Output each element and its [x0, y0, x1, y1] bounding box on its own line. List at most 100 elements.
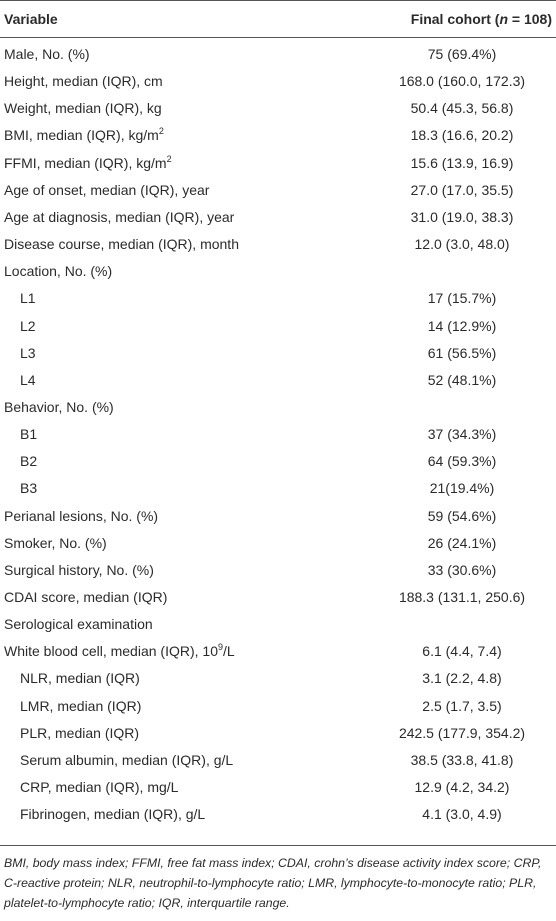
table-row: Surgical history, No. (%) 33 (30.6%): [0, 557, 556, 584]
row-label: CRP, median (IQR), mg/L: [20, 774, 178, 801]
row-label: Serum albumin, median (IQR), g/L: [20, 747, 233, 774]
label-part: L4: [20, 371, 36, 388]
label-part: L3: [20, 344, 36, 361]
row-value: 12.9 (4.2, 34.2): [414, 779, 510, 796]
table-row: CDAI score, median (IQR) 188.3 (131.1, 25…: [0, 584, 556, 611]
label-part: Serum albumin, median (IQR), g/L: [20, 751, 234, 768]
row-value: 188.3 (131.1, 250.6): [398, 589, 526, 605]
table-row: FFMI, median (IQR), kg/m2 15.6 (13.9, 16.…: [0, 150, 556, 177]
label-part: White blood cell, median (IQR), 10: [4, 643, 218, 660]
row-value: 38.5 (33.8, 41.8): [410, 751, 514, 768]
table-row: LMR, median (IQR) 2.5 (1.7, 3.5): [0, 693, 556, 720]
row-label: Serological examination: [4, 611, 153, 638]
label-part: Fibrinogen, median (IQR), g/L: [20, 806, 206, 823]
row-label: CDAI score, median (IQR): [4, 584, 167, 611]
label-part: NLR, median (IQR): [20, 670, 140, 687]
row-label: B3: [20, 475, 37, 502]
row-value: 2.5 (1.7, 3.5): [422, 697, 502, 714]
row-value: 4.1 (3.0, 4.9): [422, 806, 502, 823]
row-label: Disease course, median (IQR), month: [4, 231, 239, 258]
row-value: 27.0 (17.0, 35.5): [410, 181, 514, 198]
label-part: Perianal lesions, No. (%): [4, 507, 159, 524]
label-part: /L: [223, 643, 235, 660]
table-row: BMI, median (IQR), kg/m2 18.3 (16.6, 20.2…: [0, 122, 556, 149]
row-label: B1: [20, 421, 37, 448]
label-part: B1: [20, 426, 38, 443]
label-part: Disease course, median (IQR), month: [4, 236, 239, 253]
row-label: NLR, median (IQR): [20, 665, 140, 692]
row-label: L1: [20, 285, 36, 312]
row-label: White blood cell, median (IQR), 109/L: [4, 638, 235, 665]
table-row: White blood cell, median (IQR), 109/L 6.1…: [0, 638, 556, 665]
row-value: 52 (48.1%): [427, 371, 497, 388]
table-row: Disease course, median (IQR), month 12.0 …: [0, 231, 556, 258]
row-value: 75 (69.4%): [427, 46, 497, 62]
table-row: CRP, median (IQR), mg/L 12.9 (4.2, 34.2): [0, 774, 556, 801]
header-part: = 108): [508, 11, 552, 27]
row-label: Age at diagnosis, median (IQR), year: [4, 204, 234, 231]
table-row: Behavior, No. (%): [0, 394, 556, 421]
table-row: B3 21(19.4%): [0, 475, 556, 502]
row-label: BMI, median (IQR), kg/m2: [4, 122, 164, 149]
label-part: Height, median (IQR), cm: [4, 73, 163, 90]
row-value: 17 (15.7%): [427, 290, 497, 307]
row-label: Weight, median (IQR), kg: [4, 95, 162, 122]
label-part: Age at diagnosis, median (IQR), year: [4, 208, 235, 225]
row-label: Behavior, No. (%): [4, 394, 114, 421]
row-value: 12.0 (3.0, 48.0): [414, 236, 510, 253]
row-value: 242.5 (177.9, 354.2): [398, 724, 526, 741]
label-part: L1: [20, 290, 36, 307]
row-value: 3.1 (2.2, 4.8): [422, 670, 502, 687]
table-row: Smoker, No. (%) 26 (24.1%): [0, 530, 556, 557]
label-part: PLR, median (IQR): [20, 724, 140, 741]
row-value: 18.3 (16.6, 20.2): [410, 127, 514, 144]
table-row: Serum albumin, median (IQR), g/L 38.5 (33…: [0, 747, 556, 774]
table-row: Perianal lesions, No. (%) 59 (54.6%): [0, 503, 556, 530]
table-row: L1 17 (15.7%): [0, 285, 556, 312]
label-part: B2: [20, 453, 38, 470]
label-part: FFMI, median (IQR), kg/m: [4, 154, 167, 171]
row-label: Smoker, No. (%): [4, 530, 107, 557]
label-part: Weight, median (IQR), kg: [4, 100, 162, 117]
header-cohort: Final cohort (n = 108): [411, 11, 552, 27]
row-value: 61 (56.5%): [427, 344, 497, 361]
row-value: 21(19.4%): [429, 480, 495, 497]
table-row: L4 52 (48.1%): [0, 367, 556, 394]
table-row: Fibrinogen, median (IQR), g/L 4.1 (3.0, 4…: [0, 801, 556, 828]
row-label: Fibrinogen, median (IQR), g/L: [20, 801, 205, 828]
row-label: Surgical history, No. (%): [4, 557, 154, 584]
row-value: 168.0 (160.0, 172.3): [398, 73, 526, 90]
row-label: L2: [20, 313, 36, 340]
row-value: 31.0 (19.0, 38.3): [410, 208, 514, 225]
label-part: L2: [20, 317, 36, 334]
label-part: CRP, median (IQR), mg/L: [20, 779, 179, 796]
label-part: Surgical history, No. (%): [4, 561, 154, 578]
row-label: L3: [20, 340, 36, 367]
table-row: Age at diagnosis, median (IQR), year 31.0…: [0, 204, 556, 231]
table-row: PLR, median (IQR) 242.5 (177.9, 354.2): [0, 720, 556, 747]
label-part: Male, No. (%): [4, 46, 90, 62]
table-row: L3 61 (56.5%): [0, 340, 556, 367]
row-value: 14 (12.9%): [427, 317, 497, 334]
table-row: B1 37 (34.3%): [0, 421, 556, 448]
label-part: CDAI score, median (IQR): [4, 589, 168, 605]
row-label: L4: [20, 367, 36, 394]
table-header: Variable Final cohort (n = 108): [0, 0, 556, 38]
row-label: Location, No. (%): [4, 258, 112, 285]
table-row: Male, No. (%) 75 (69.4%): [0, 41, 556, 68]
row-value: 6.1 (4.4, 7.4): [422, 643, 502, 660]
table-row: B2 64 (59.3%): [0, 448, 556, 475]
label-part: 2: [158, 126, 164, 137]
table-row: Weight, median (IQR), kg 50.4 (45.3, 56.8…: [0, 95, 556, 122]
row-value: 37 (34.3%): [427, 426, 497, 443]
label-part: Location, No. (%): [4, 263, 113, 280]
row-value: 59 (54.6%): [427, 507, 497, 524]
table-row: Serological examination: [0, 611, 556, 638]
label-part: 9: [217, 642, 223, 653]
label-part: 2: [166, 153, 172, 164]
header-part: Final cohort (: [410, 11, 500, 27]
table-bottom-rule: [0, 845, 556, 846]
footnote: BMI, body mass index; FFMI, free fat mas…: [4, 856, 542, 910]
table-row: Age of onset, median (IQR), year 27.0 (17…: [0, 177, 556, 204]
table-row: L2 14 (12.9%): [0, 313, 556, 340]
